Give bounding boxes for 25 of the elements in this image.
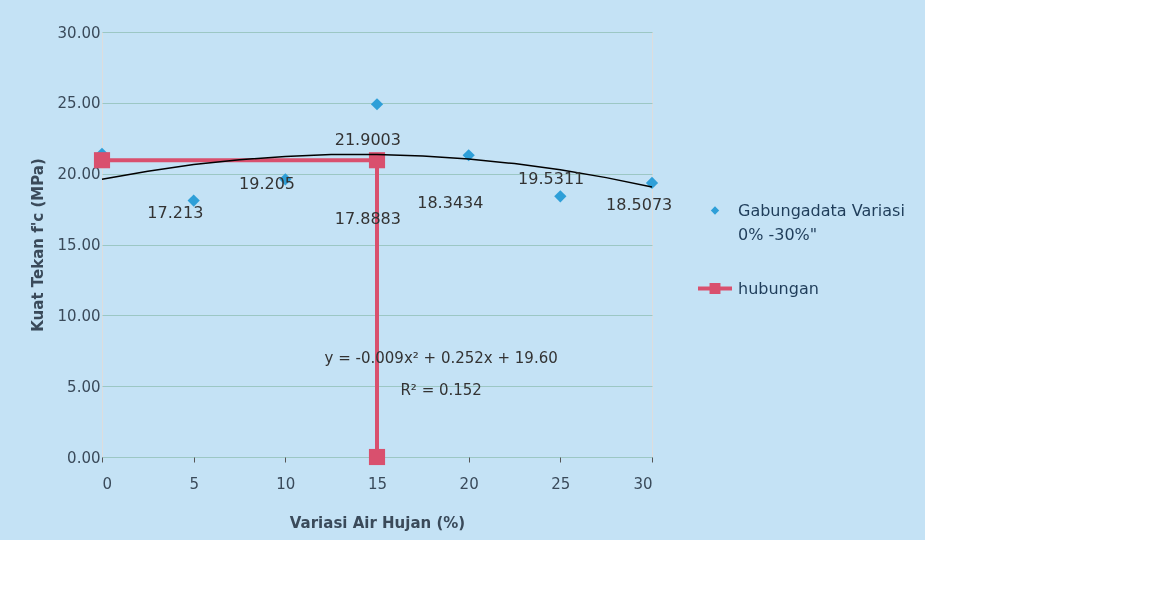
x-tick-label: 0 <box>102 474 113 493</box>
annotation: 18.3434 <box>417 193 484 213</box>
y-tick-label: 5.00 <box>67 377 101 396</box>
y-axis-title: Kuat Tekan f'c (MPa) <box>28 158 47 332</box>
annotation: 21.9003 <box>334 129 401 149</box>
legend-label: hubungan <box>738 278 819 298</box>
annotation: 19.205 <box>239 173 295 193</box>
legend-label: Gabungadata Variasi 0% -30%" <box>738 200 905 244</box>
annotation: R² = 0.152 <box>400 381 482 400</box>
y-tick-label: 0.00 <box>67 448 101 467</box>
x-tick-label: 30 <box>633 474 653 493</box>
y-tick-label: 15.00 <box>57 236 101 254</box>
x-tick-label: 20 <box>459 474 479 493</box>
x-tick-label: 25 <box>551 474 571 493</box>
x-tick-label: 5 <box>189 474 199 493</box>
y-tick-label: 10.00 <box>57 306 101 325</box>
x-tick-label: 10 <box>276 474 296 493</box>
annotation: 19.5311 <box>518 169 585 189</box>
x-tick-label: 15 <box>367 474 388 493</box>
y-tick-label: 30.00 <box>57 23 101 42</box>
annotation: 18.5073 <box>606 194 673 214</box>
x-axis-title: Variasi Air Hujan (%) <box>289 513 466 532</box>
y-tick-label: 25.00 <box>57 94 101 113</box>
y-tick-label: 20.00 <box>57 165 101 184</box>
annotation: 17.213 <box>147 203 204 223</box>
